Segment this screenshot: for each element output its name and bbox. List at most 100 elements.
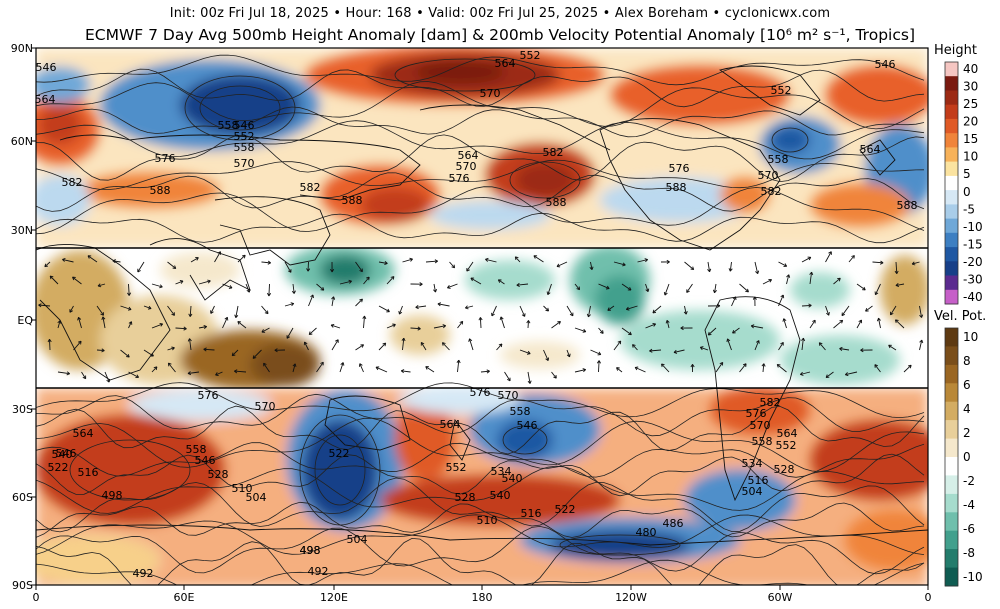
lat-label: 60N: [11, 135, 33, 148]
colorbar-height-swatch: [945, 133, 958, 148]
contour-label: 588: [150, 184, 171, 197]
colorbar-vp-label: 4: [963, 402, 971, 416]
contour-label: 486: [663, 517, 684, 530]
colorbar-height-swatch: [945, 190, 958, 205]
contour-label: 576: [669, 162, 690, 175]
lon-label: 180: [472, 591, 493, 604]
contour-label: 522: [48, 461, 69, 474]
contour-label: 516: [521, 507, 542, 520]
colorbar-vp-swatch: [945, 512, 958, 532]
colorbar-vp-label: 0: [963, 450, 971, 464]
colorbar-height-swatch: [945, 76, 958, 91]
contour-label: 576: [449, 172, 470, 185]
contour-label: 546: [195, 454, 216, 467]
contour-label: 588: [897, 199, 918, 212]
contour-label: 570: [498, 389, 519, 402]
colorbar-height-swatch: [945, 218, 958, 234]
lon-label: 0: [33, 591, 40, 604]
lon-label: 0: [925, 591, 932, 604]
colorbar-vp-swatch: [945, 567, 958, 587]
contour-label: 552: [776, 439, 797, 452]
lat-label: 30N: [11, 224, 33, 237]
contour-label: 564: [73, 427, 94, 440]
contour-label: 504: [347, 533, 368, 546]
contour-label: 570: [480, 87, 501, 100]
contour-label: 528: [774, 463, 795, 476]
contour-label: 492: [308, 565, 329, 578]
contour-label: 582: [300, 181, 321, 194]
contour-label: 528: [455, 491, 476, 504]
colorbar-height-title: Height: [934, 43, 977, 58]
contour-label: 498: [102, 489, 123, 502]
contour-label: 576: [746, 407, 767, 420]
colorbar-height-swatch: [945, 161, 958, 177]
colorbar-height-swatch: [945, 175, 958, 191]
colorbar-height-swatch: [945, 118, 958, 134]
contour-label: 582: [761, 185, 782, 198]
contour-label: 570: [234, 157, 255, 170]
colorbar-height-swatch: [945, 289, 958, 305]
contour-label: 558: [752, 435, 773, 448]
contour-label: 504: [742, 485, 763, 498]
colorbar-height-label: 10: [963, 150, 978, 164]
colorbar-vp-swatch: [945, 475, 958, 495]
lat-label: 30S: [12, 403, 33, 416]
colorbar-vp-label: -8: [963, 546, 975, 560]
colorbar-vp-label: -10: [963, 570, 983, 584]
contour-label: 522: [329, 447, 350, 460]
colorbar-height-label: 5: [963, 167, 971, 181]
contour-label: 570: [456, 160, 477, 173]
map-title: ECMWF 7 Day Avg 500mb Height Anomaly [da…: [84, 26, 915, 44]
lon-label: 120W: [615, 591, 647, 604]
colorbar-vp-swatch: [945, 493, 958, 513]
contour-label: 564: [777, 427, 798, 440]
contour-label: 552: [520, 49, 541, 62]
contour-label: 564: [440, 418, 461, 431]
colorbar-height-label: -20: [963, 255, 983, 269]
contour-label: 558: [218, 119, 239, 132]
contour-label: 540: [52, 448, 73, 461]
lat-label: EQ: [17, 314, 33, 327]
contour-label: 498: [300, 544, 321, 557]
contour-label: 552: [234, 130, 255, 143]
colorbar-height-label: 40: [963, 62, 978, 76]
height-anomaly-shading: [36, 48, 928, 585]
colorbars: 40302520151050-5-10-15-20-30-401086420-2…: [944, 61, 983, 587]
contour-label: 528: [208, 468, 229, 481]
colorbar-vp-swatch: [945, 328, 958, 347]
colorbar-height-swatch: [945, 247, 958, 262]
contour-label: 564: [495, 57, 516, 70]
contour-label: 558: [234, 141, 255, 154]
contour-label: 498: [300, 544, 321, 557]
contour-label: 492: [133, 567, 154, 580]
contour-label: 564: [860, 143, 881, 156]
height-contours: [36, 54, 925, 585]
colorbar-vp-label: -2: [963, 474, 975, 488]
colorbar-height-label: -30: [963, 272, 983, 286]
colorbar-height-swatch: [945, 104, 958, 120]
contour-label: 504: [246, 491, 267, 504]
contour-label: 516: [78, 466, 99, 479]
map-field: [36, 48, 928, 585]
colorbar-height-label: -10: [963, 220, 983, 234]
wind-vector-field: [38, 251, 924, 384]
contour-label: 558: [186, 443, 207, 456]
contour-label: 588: [666, 181, 687, 194]
contour-label: 546: [517, 419, 538, 432]
colorbar-vp-swatch: [945, 420, 958, 439]
contour-label: 588: [546, 196, 567, 209]
contour-label: 564: [458, 149, 479, 162]
contour-label: 558: [768, 153, 789, 166]
contour-label: 576: [470, 386, 491, 399]
colorbar-height-label: -5: [963, 202, 975, 216]
contour-label: 522: [555, 503, 576, 516]
colorbar-vp-swatch: [945, 383, 958, 403]
contour-label: 516: [748, 474, 769, 487]
contour-label: 540: [490, 489, 511, 502]
lon-label: 60E: [174, 591, 195, 604]
contour-label: 576: [155, 152, 176, 165]
colorbar-height-label: 0: [963, 185, 971, 199]
